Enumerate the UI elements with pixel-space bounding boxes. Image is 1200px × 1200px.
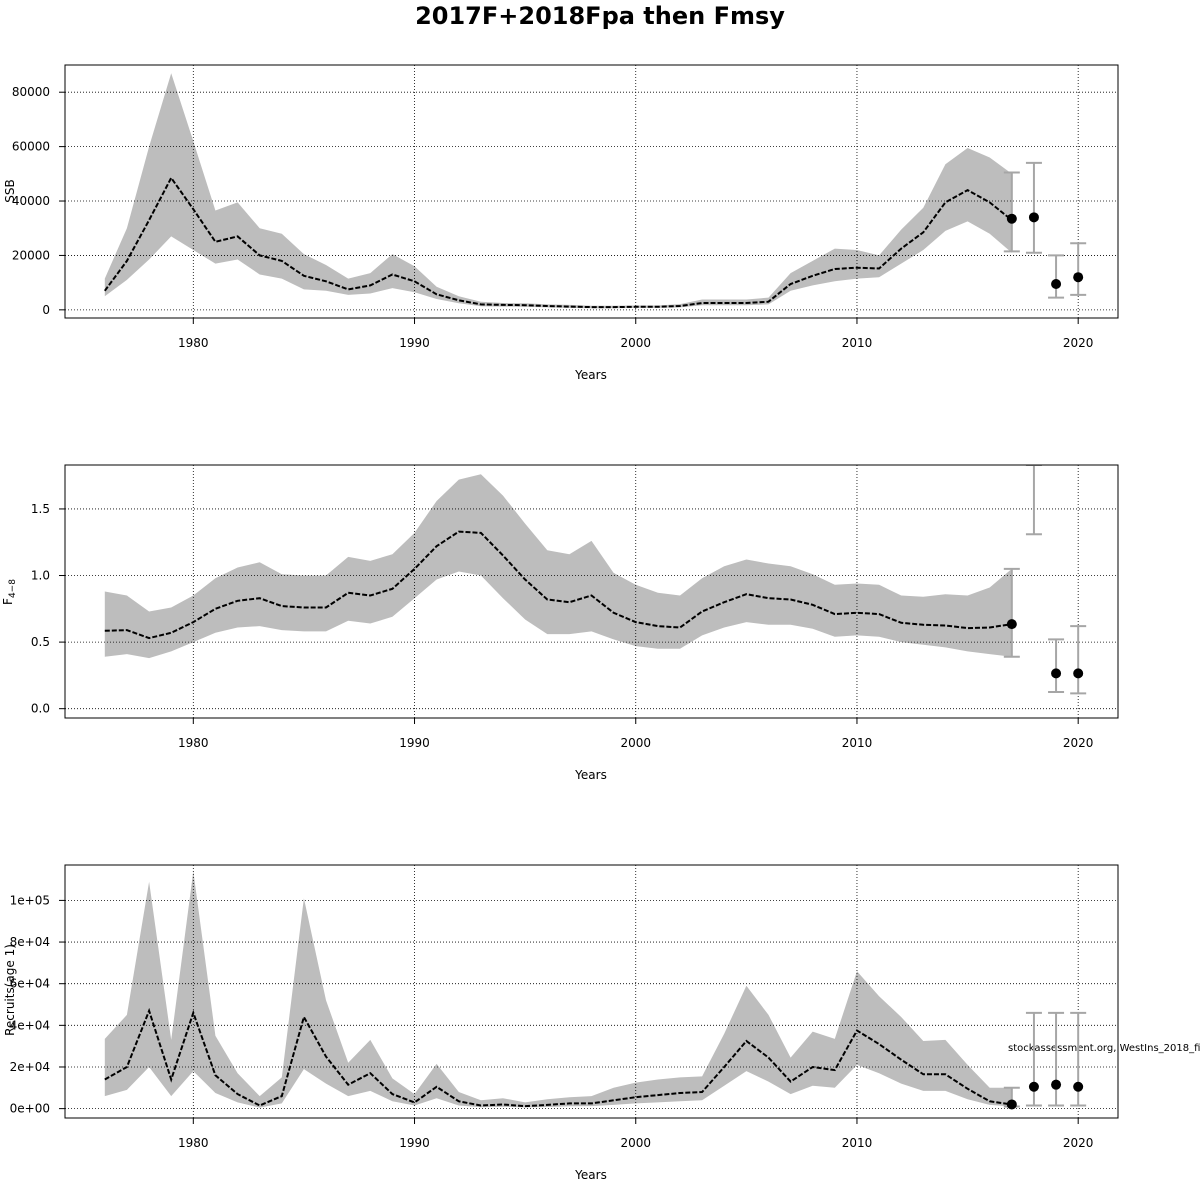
f-projection-point bbox=[1006, 619, 1017, 630]
ssb-x-axis-label: Years bbox=[574, 368, 607, 382]
f-y-tick-label: 1.5 bbox=[31, 502, 50, 516]
recruits-x-tick-label: 2010 bbox=[842, 1136, 873, 1150]
ssb-plot-area bbox=[65, 65, 1118, 318]
recruits-x-tick-label: 1980 bbox=[178, 1136, 209, 1150]
recruits-projection-point bbox=[1073, 1081, 1084, 1092]
recruits-y-axis-label: Recruits(age 1) bbox=[3, 944, 17, 1036]
f-projection-point bbox=[1051, 668, 1062, 679]
f-y-tick-label: 0.5 bbox=[31, 635, 50, 649]
recruits-y-tick-label: 2e+04 bbox=[10, 1060, 50, 1074]
f-plot-area bbox=[65, 465, 1118, 718]
ssb-y-axis-label: SSB bbox=[3, 179, 17, 202]
recruits-x-tick-label: 2000 bbox=[620, 1136, 651, 1150]
f-x-tick-label: 2020 bbox=[1063, 736, 1094, 750]
chart-title: 2017F+2018Fpa then Fmsy bbox=[415, 2, 785, 30]
f-y-axis-label: F4−8 bbox=[1, 579, 18, 605]
ssb-projection-point bbox=[1006, 213, 1017, 224]
recruits-panel: Years Recruits(age 1) stockassessment.or… bbox=[3, 864, 1200, 1182]
ssb-y-tick-label: 0 bbox=[42, 303, 50, 317]
ssb-projection-point bbox=[1051, 278, 1062, 289]
ssb-y-tick-label: 20000 bbox=[12, 248, 50, 262]
recruits-y-tick-label: 4e+04 bbox=[10, 1018, 50, 1032]
f-x-tick-label: 2000 bbox=[620, 736, 651, 750]
watermark-text: stockassessment.org, WestIns_2018_fin bbox=[1008, 1043, 1200, 1054]
ssb-projection-point bbox=[1028, 212, 1039, 223]
recruits-projection-point bbox=[1028, 1081, 1039, 1092]
f-y-tick-label: 0.0 bbox=[31, 702, 50, 716]
recruits-plot-area bbox=[65, 865, 1118, 1118]
recruits-y-tick-label: 0e+00 bbox=[10, 1102, 50, 1116]
f-plot-frame bbox=[64, 464, 1119, 719]
recruits-x-axis-label: Years bbox=[574, 1168, 607, 1182]
f-y-axis-label-subscript: 4−8 bbox=[8, 579, 18, 598]
f-confidence-band bbox=[104, 474, 1012, 659]
recruits-estimate-line bbox=[104, 1007, 1012, 1108]
ssb-x-tick-label: 1980 bbox=[178, 336, 209, 350]
f-x-tick-label: 1980 bbox=[178, 736, 209, 750]
f-x-axis-label: Years bbox=[574, 768, 607, 782]
ssb-plot-frame bbox=[64, 64, 1119, 319]
ssb-panel: Years SSB 1980 1990 2000 2010 2020 0 20000 4000… bbox=[3, 64, 1119, 382]
f-estimate-line bbox=[104, 530, 1012, 640]
fishing-mortality-panel: Years F4−8 1980 1990 2000 2010 2020 0.0 0.5 1.0… bbox=[1, 464, 1119, 782]
ssb-x-tick-label: 2010 bbox=[842, 336, 873, 350]
ssb-projection-point bbox=[1073, 272, 1084, 283]
recruits-plot-frame bbox=[64, 864, 1119, 1119]
recruits-projection-point bbox=[1006, 1099, 1017, 1110]
recruits-confidence-band bbox=[104, 871, 1012, 1108]
recruits-y-tick-label: 1e+05 bbox=[10, 893, 50, 907]
recruits-y-tick-label: 6e+04 bbox=[10, 977, 50, 991]
f-projection-point bbox=[1073, 668, 1084, 679]
recruits-projection-point bbox=[1051, 1079, 1062, 1090]
f-y-tick-label: 1.0 bbox=[31, 569, 50, 583]
recruits-y-tick-label: 8e+04 bbox=[10, 935, 50, 949]
f-y-axis-label-main: F bbox=[1, 598, 15, 605]
f-x-tick-label: 2010 bbox=[842, 736, 873, 750]
ssb-y-tick-label: 80000 bbox=[12, 85, 50, 99]
ssb-estimate-line bbox=[103, 175, 1013, 309]
ssb-y-tick-label: 60000 bbox=[12, 140, 50, 154]
ssb-x-tick-label: 2000 bbox=[620, 336, 651, 350]
ssb-confidence-band bbox=[104, 73, 1012, 309]
f-x-tick-label: 1990 bbox=[399, 736, 430, 750]
ssb-x-tick-label: 1990 bbox=[399, 336, 430, 350]
recruits-x-tick-label: 2020 bbox=[1063, 1136, 1094, 1150]
recruits-x-tick-label: 1990 bbox=[399, 1136, 430, 1150]
ssb-y-tick-label: 40000 bbox=[12, 194, 50, 208]
ssb-x-tick-label: 2020 bbox=[1063, 336, 1094, 350]
